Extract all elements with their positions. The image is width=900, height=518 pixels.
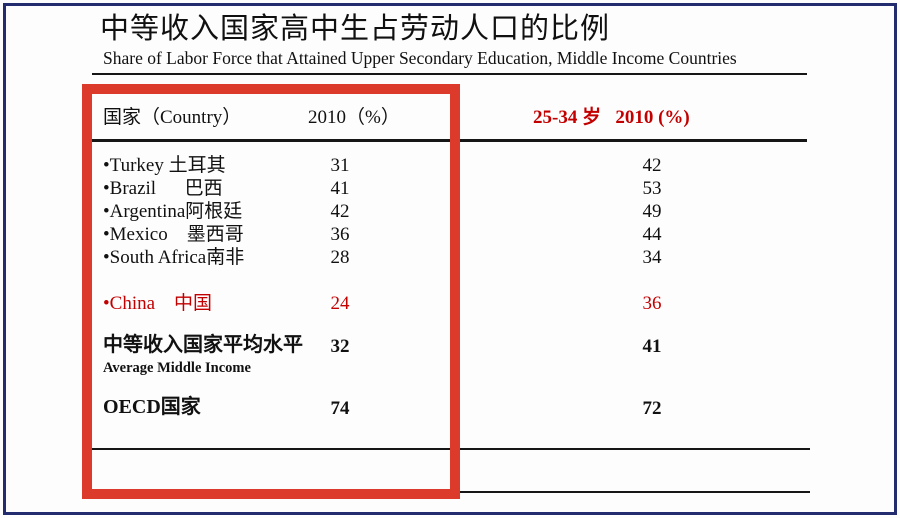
header-25-34-2010-percent: 25-34 岁 2010 (%) [533,107,690,128]
row-label: •South Africa南非 [103,247,245,268]
title-underline [92,73,807,75]
row-value-25-34: 53 [642,178,662,199]
row-value-25-34: 34 [642,247,662,268]
row-value-2010: 32 [330,336,350,357]
row-label: •China 中国 [103,293,213,314]
header-country: 国家（Country） [103,107,242,128]
row-value-2010: 74 [330,398,350,419]
average-middle-income-subnote: Average Middle Income [103,360,251,376]
slide-title: 中等收入国家高中生占劳动人口的比例 [100,13,611,45]
row-label: 中等收入国家平均水平 [103,334,303,356]
header-divider-line [90,139,807,142]
table-header-row: 国家（Country） 2010（%） 25-34 岁 2010 (%) [0,106,900,129]
row-value-2010: 24 [330,293,350,314]
row-value-25-34: 49 [642,201,662,222]
table-row-turkey: •Turkey 土耳其 31 42 [0,154,900,177]
table-row-brazil: •Brazil 巴西 41 53 [0,177,900,200]
table-row-mexico: •Mexico 墨西哥 36 44 [0,223,900,246]
row-label: •Mexico 墨西哥 [103,224,244,245]
row-value-2010: 31 [330,155,350,176]
header-2010-percent: 2010（%） [308,107,400,128]
row-value-25-34: 36 [642,293,662,314]
row-label: •Argentina阿根廷 [103,201,243,222]
table-row-south-africa: •South Africa南非 28 34 [0,246,900,269]
red-highlight-rectangle [82,84,460,499]
slide-subtitle: Share of Labor Force that Attained Upper… [103,48,737,68]
row-label: •Brazil 巴西 [103,178,223,199]
row-value-2010: 42 [330,201,350,222]
row-value-25-34: 41 [642,336,662,357]
row-value-2010: 41 [330,178,350,199]
row-value-2010: 28 [330,247,350,268]
table-row-average-middle-income: 中等收入国家平均水平 32 41 [0,334,900,357]
row-value-25-34: 72 [642,398,662,419]
row-value-2010: 36 [330,224,350,245]
table-row-china-highlighted: •China 中国 24 36 [0,292,900,315]
row-value-25-34: 42 [642,155,662,176]
row-label: •Turkey 土耳其 [103,155,226,176]
table-row-argentina: •Argentina阿根廷 42 49 [0,200,900,223]
row-label: OECD国家 [103,396,201,418]
table-row-oecd: OECD国家 74 72 [0,396,900,419]
row-value-25-34: 44 [642,224,662,245]
